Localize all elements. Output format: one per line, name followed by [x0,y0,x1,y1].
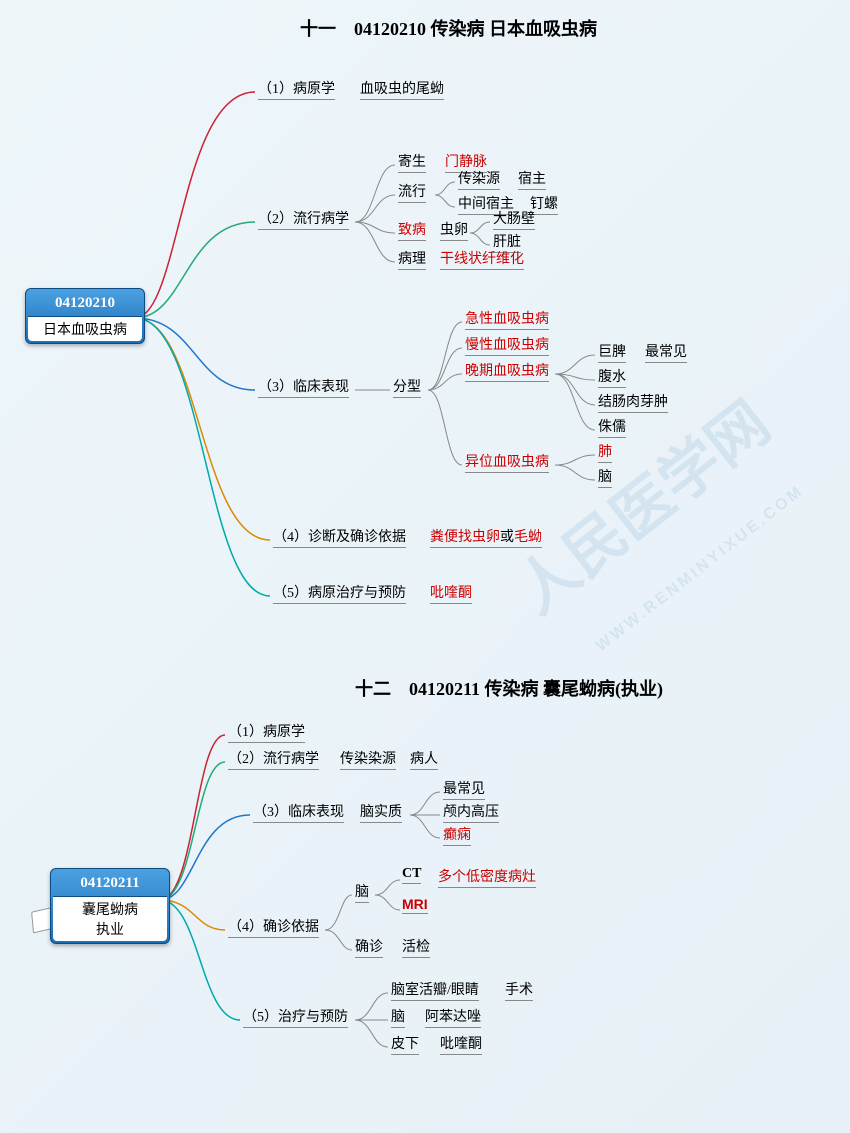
d2-b5-r2v: 阿苯达唑 [425,1006,481,1028]
d2-b5-r3v: 吡喹酮 [440,1033,482,1055]
d2-b2-v: 病人 [410,748,438,770]
diagram1-root: 04120210 日本血吸虫病 [25,288,145,344]
d1-b2-pathol-v: 干线状纤维化 [440,248,524,270]
diagram1-title: 十一 04120210 传染病 日本血吸虫病 [300,15,597,41]
d1-b3-t4: 异位血吸虫病 [465,451,549,473]
d2-b5-num: （5）治疗与预防 [243,1006,348,1028]
d2-b1-num: （1）病原学 [228,721,305,743]
watermark-text: 人民医学网 [495,377,785,630]
d1-b4-a: 粪便找虫卵 [430,530,500,545]
d1-b4-num: （4）诊断及确诊依据 [273,526,406,548]
d1-b4-b: 或 [500,530,514,545]
d1-b3-t1: 急性血吸虫病 [465,308,549,330]
d2-b4-mri: MRI [402,896,428,914]
root1-code: 04120210 [30,295,140,312]
d2-b3-num: （3）临床表现 [253,801,344,823]
d1-b5-num: （5）病原治疗与预防 [273,582,406,604]
d2-b2-k: 传染染源 [340,748,396,770]
root2-name: 囊尾蚴病 执业 [53,896,167,941]
d2-b3-b: 颅内高压 [443,801,499,823]
d2-b5-r1k: 脑室活瓣/眼睛 [391,979,479,1001]
d1-b2-path-egg: 虫卵 [440,219,468,241]
d1-b2-path-k: 致病 [398,219,426,241]
d2-b2-num: （2）流行病学 [228,748,319,770]
d1-b2-epi-k: 流行 [398,181,426,203]
d1-b3-num: （3）临床表现 [258,376,349,398]
watermark: 人民医学网 [495,377,785,630]
d2-b5-r2k: 脑 [391,1006,405,1028]
d2-b4-ct: CT [402,866,421,884]
d1-b3-typing: 分型 [393,376,421,398]
d1-b2-path-a: 大肠壁 [493,208,535,230]
d1-b4-c: 毛蚴 [514,530,542,545]
d2-b3-k: 脑实质 [360,801,402,823]
d1-b3-s4: 侏儒 [598,416,626,438]
d1-b1-v: 血吸虫的尾蚴 [360,78,444,100]
d1-b3-t3: 晚期血吸虫病 [465,360,549,382]
d2-b5-r3k: 皮下 [391,1033,419,1055]
d1-b2-pathol-k: 病理 [398,248,426,270]
d1-b3-s1k: 巨脾 [598,341,626,363]
root2-code: 04120211 [55,875,165,892]
d2-b4-ctv: 多个低密度病灶 [438,866,536,888]
d1-b3-s1n: 最常见 [645,341,687,363]
diagram2-root: 04120211 囊尾蚴病 执业 [50,868,170,944]
d1-b2-epi-src-k: 传染源 [458,168,500,190]
d2-b4-brain: 脑 [355,881,369,903]
d1-b1-num: （1）病原学 [258,78,335,100]
d1-b2-num: （2）流行病学 [258,208,349,230]
d2-b5-r1v: 手术 [505,979,533,1001]
d2-b4-conf: 确诊 [355,936,383,958]
d2-b3-a: 最常见 [443,778,485,800]
d1-b3-s3: 结肠肉芽肿 [598,391,668,413]
d1-b4-mix: 粪便找虫卵或毛蚴 [430,526,542,548]
d2-b3-c: 癫痫 [443,824,471,846]
d2-b4-biop: 活检 [402,936,430,958]
d1-b3-e1: 肺 [598,441,612,463]
root1-name: 日本血吸虫病 [28,316,142,341]
d1-b3-t2: 慢性血吸虫病 [465,334,549,356]
d2-b4-num: （4）确诊依据 [228,916,319,938]
diagram2-title: 十二 04120211 传染病 囊尾蚴病(执业) [355,675,663,701]
d1-b2-para-k: 寄生 [398,151,426,173]
d1-b2-epi-src-v: 宿主 [518,168,546,190]
d1-b5-v: 吡喹酮 [430,582,472,604]
d1-b3-s2: 腹水 [598,366,626,388]
diagram-page: 人民医学网 WWW.RENMINYIXUE.COM 十一 04120210 传染… [0,0,850,1133]
d1-b3-e2: 脑 [598,466,612,488]
